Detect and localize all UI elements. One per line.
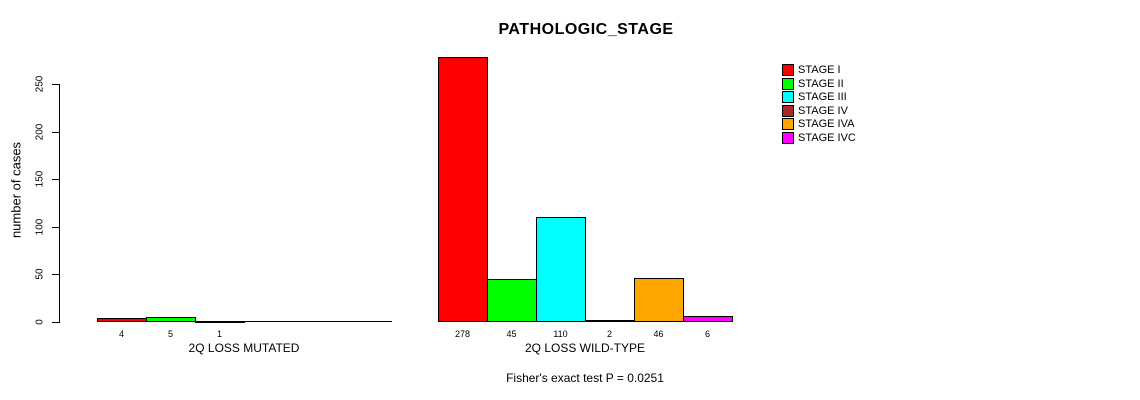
legend-item-stage-iv: STAGE IV bbox=[782, 104, 856, 117]
y-axis-tick bbox=[52, 274, 59, 275]
bar-value-label: 5 bbox=[167, 329, 174, 339]
legend-label-stage-i: STAGE I bbox=[798, 64, 841, 76]
y-axis-tick-label: 0 bbox=[34, 319, 46, 325]
legend-item-stage-iii: STAGE III bbox=[782, 91, 856, 103]
legend-swatch-stage-iva-icon bbox=[782, 118, 794, 130]
y-axis-tick bbox=[52, 322, 59, 323]
y-axis-tick bbox=[52, 179, 59, 180]
legend-label-stage-ivc: STAGE IVC bbox=[798, 131, 856, 144]
legend-item-stage-iva: STAGE IVA bbox=[782, 118, 856, 130]
legend-swatch-stage-i-icon bbox=[782, 64, 794, 76]
legend-swatch-stage-ivc-icon bbox=[782, 131, 794, 144]
y-axis-tick-label: 150 bbox=[34, 170, 46, 188]
bar bbox=[634, 278, 684, 322]
bar-value-label: 2 bbox=[606, 329, 613, 339]
y-axis-tick-label: 250 bbox=[34, 75, 46, 93]
y-axis-tick bbox=[52, 132, 59, 133]
footnote-pvalue: Fisher's exact test P = 0.0251 bbox=[506, 371, 664, 385]
legend-item-stage-i: STAGE I bbox=[782, 64, 856, 76]
bar-value-label: 278 bbox=[454, 329, 471, 339]
legend-item-stage-ii: STAGE II bbox=[782, 77, 856, 90]
legend-label-stage-iii: STAGE III bbox=[798, 91, 847, 103]
y-axis-tick-label: 200 bbox=[34, 123, 46, 141]
zero-bar bbox=[342, 321, 392, 322]
legend-swatch-stage-ii-icon bbox=[782, 77, 794, 90]
bar-value-label: 1 bbox=[216, 329, 223, 339]
legend-label-stage-iva: STAGE IVA bbox=[798, 118, 855, 130]
bar-value-label: 110 bbox=[553, 329, 568, 339]
bar bbox=[195, 321, 245, 323]
legend-swatch-stage-iii-icon bbox=[782, 91, 794, 103]
bar bbox=[585, 320, 635, 322]
group-label-wildtype: 2Q LOSS WILD-TYPE bbox=[524, 341, 646, 355]
y-axis-tick-label: 100 bbox=[34, 218, 46, 236]
zero-bar bbox=[293, 321, 343, 322]
bar-value-label: 45 bbox=[506, 329, 517, 339]
bar bbox=[487, 279, 537, 322]
legend-label-stage-ii: STAGE II bbox=[798, 77, 844, 90]
y-axis-tick bbox=[52, 84, 59, 85]
y-axis-tick bbox=[52, 227, 59, 228]
group-label-mutated: 2Q LOSS MUTATED bbox=[188, 341, 300, 355]
legend-swatch-stage-iv-icon bbox=[782, 104, 794, 117]
y-axis-title: number of cases bbox=[8, 141, 24, 239]
bar bbox=[536, 217, 586, 322]
bar-value-label: 6 bbox=[704, 329, 711, 339]
legend: STAGE I STAGE II STAGE III STAGE IV STAG… bbox=[782, 64, 856, 144]
legend-label-stage-iv: STAGE IV bbox=[798, 104, 848, 117]
bar-value-label: 4 bbox=[118, 329, 125, 339]
bar bbox=[146, 317, 196, 322]
bar-value-label: 46 bbox=[653, 329, 664, 339]
zero-bar bbox=[244, 321, 294, 322]
bar bbox=[683, 316, 733, 322]
y-axis-line bbox=[59, 84, 60, 323]
y-axis-tick-label: 50 bbox=[34, 268, 46, 280]
chart-title: PATHOLOGIC_STAGE bbox=[498, 21, 674, 38]
bar bbox=[438, 57, 488, 322]
legend-item-stage-ivc: STAGE IVC bbox=[782, 131, 856, 144]
bar bbox=[97, 318, 147, 322]
